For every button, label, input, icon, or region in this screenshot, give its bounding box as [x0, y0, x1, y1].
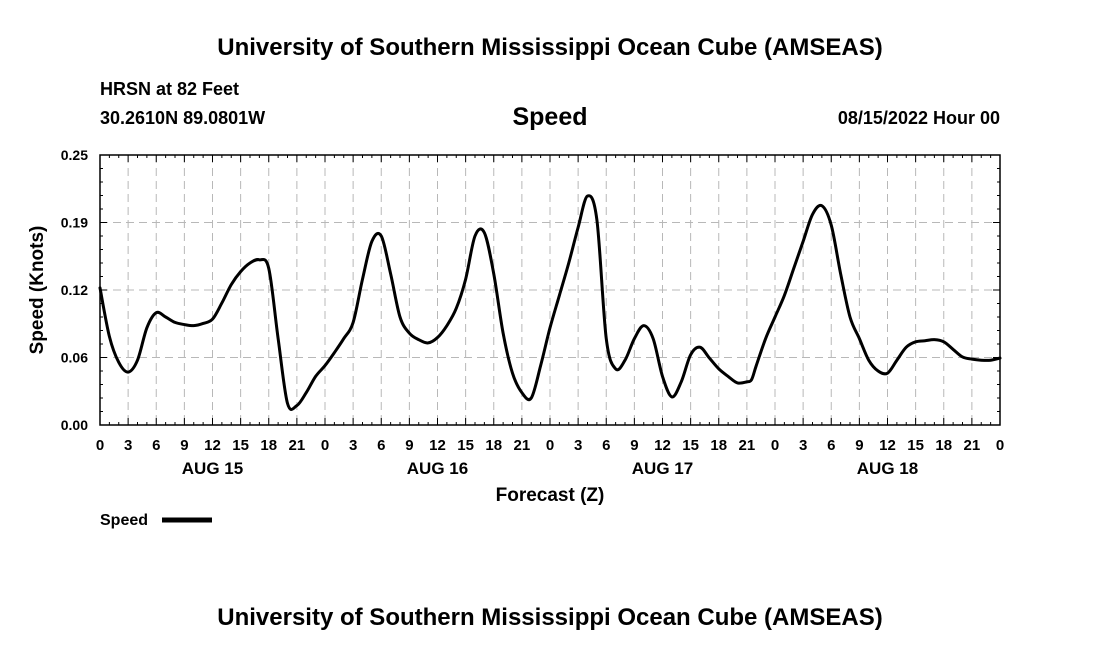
x-tick-label: 18	[935, 437, 952, 454]
day-label: AUG 15	[182, 459, 243, 478]
x-tick-label: 6	[602, 437, 610, 454]
x-tick-label: 9	[855, 437, 863, 454]
x-tick-label: 15	[907, 437, 924, 454]
station-label: HRSN at 82 Feet	[100, 79, 239, 99]
footer-title: University of Southern Mississippi Ocean…	[217, 604, 882, 631]
series-layer	[98, 194, 1002, 411]
axis-tick-labels: 0 3 6 9 12 15 18 21 0 3 6 9 12 15 18 21 0 3 6 9 12 15 18 21 0 3 6 9…	[61, 147, 1004, 478]
x-tick-label: 3	[349, 437, 357, 454]
x-tick-label: 9	[405, 437, 413, 454]
datetime-label: 08/15/2022 Hour 00	[838, 108, 1000, 128]
x-tick-label: 3	[124, 437, 132, 454]
x-tick-label: 18	[485, 437, 502, 454]
x-tick-label: 21	[289, 437, 306, 454]
x-tick-label: 18	[710, 437, 727, 454]
y-tick-label: 0.19	[61, 215, 88, 231]
x-tick-label: 15	[232, 437, 249, 454]
y-tick-label: 0.06	[61, 350, 88, 366]
day-label: AUG 17	[632, 459, 693, 478]
x-tick-label: 12	[204, 437, 221, 454]
x-tick-label: 12	[429, 437, 446, 454]
x-tick-label: 9	[630, 437, 638, 454]
y-tick-label: 0.00	[61, 417, 88, 433]
x-tick-label: 15	[457, 437, 474, 454]
x-tick-label: 0	[996, 437, 1004, 454]
speed-series-line	[98, 194, 1002, 411]
x-tick-label: 18	[260, 437, 277, 454]
x-tick-label: 9	[180, 437, 188, 454]
chart-title: University of Southern Mississippi Ocean…	[217, 34, 882, 61]
x-tick-label: 0	[96, 437, 104, 454]
y-tick-label: 0.12	[61, 282, 88, 298]
x-tick-label: 21	[514, 437, 531, 454]
day-label: AUG 18	[857, 459, 918, 478]
x-tick-label: 3	[799, 437, 807, 454]
x-tick-label: 6	[152, 437, 160, 454]
y-tick-label: 0.25	[61, 147, 88, 163]
x-tick-label: 6	[377, 437, 385, 454]
grid-lines	[100, 155, 1000, 425]
day-label: AUG 16	[407, 459, 468, 478]
x-tick-label: 12	[654, 437, 671, 454]
x-tick-label: 21	[964, 437, 981, 454]
x-tick-label: 0	[771, 437, 779, 454]
x-tick-label: 15	[682, 437, 699, 454]
x-tick-label: 0	[321, 437, 329, 454]
x-axis-label: Forecast (Z)	[496, 485, 605, 506]
legend-label: Speed	[100, 512, 148, 529]
y-axis-label: Speed (Knots)	[27, 226, 48, 355]
coordinates-label: 30.2610N 89.0801W	[100, 108, 265, 128]
variable-label: Speed	[512, 103, 587, 131]
x-tick-label: 21	[739, 437, 756, 454]
x-tick-label: 3	[574, 437, 582, 454]
x-tick-label: 12	[879, 437, 896, 454]
x-tick-label: 0	[546, 437, 554, 454]
x-tick-label: 6	[827, 437, 835, 454]
